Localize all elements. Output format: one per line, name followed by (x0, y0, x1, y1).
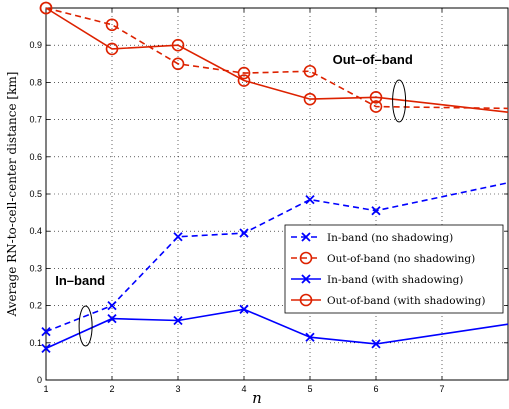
series-group (39, 1, 509, 354)
x-tick-label: 3 (175, 384, 180, 394)
x-tick-label: 1 (43, 384, 48, 394)
data-point (303, 64, 317, 78)
data-point (239, 304, 249, 314)
series-line (45, 7, 509, 110)
data-point (105, 42, 119, 56)
data-point (239, 228, 249, 238)
data-point (171, 38, 185, 52)
x-tick-label: 7 (439, 384, 444, 394)
x-tick-label: 2 (109, 384, 114, 394)
y-tick-label: 0.1 (29, 338, 42, 348)
x-axis-label: n (252, 389, 262, 407)
legend-entry: Out-of-band (with shadowing) (291, 293, 485, 307)
x-tick-label: 4 (241, 384, 246, 394)
y-tick-label: 0 (37, 375, 42, 385)
y-tick-label: 0.3 (29, 263, 42, 273)
y-axis-label: Average RN-to-cell-center distance [km] (5, 72, 19, 318)
y-tick-label: 0.6 (29, 152, 42, 162)
data-point (305, 332, 315, 342)
plot-frame (45, 7, 509, 381)
data-point (107, 300, 117, 311)
legend-label: In-band (no shadowing) (327, 232, 453, 244)
data-point (237, 66, 251, 80)
legend: In-band (no shadowing) Out-of-band (no sh… (284, 224, 504, 314)
legend-entry: In-band (no shadowing) (291, 232, 453, 244)
y-tick-label: 0.7 (29, 115, 42, 125)
legend-marker (301, 232, 311, 242)
data-point (39, 1, 53, 15)
y-tick-label: 0.9 (29, 40, 42, 50)
data-point (303, 92, 317, 106)
data-point (173, 232, 183, 242)
x-tick-label: 6 (373, 384, 378, 394)
data-point (237, 74, 251, 87)
series-4 (39, 1, 509, 113)
legend-marker (299, 293, 313, 307)
y-tick-label: 0.5 (29, 189, 42, 199)
in-band-ellipse (78, 305, 93, 347)
data-point (41, 327, 51, 337)
data-point (371, 206, 381, 216)
series-line (45, 7, 509, 113)
x-tick-label: 5 (307, 384, 312, 394)
legend-marker (301, 274, 311, 284)
data-point (173, 315, 183, 326)
series-1 (41, 182, 509, 337)
data-point (41, 343, 51, 354)
y-tick-label: 0.2 (29, 301, 42, 311)
data-point (171, 57, 185, 71)
data-point (371, 339, 381, 349)
legend-entry: In-band (with shadowing) (291, 274, 463, 286)
out-of-band-ellipse (392, 79, 407, 123)
legend-box (284, 224, 504, 314)
data-point (369, 90, 383, 104)
data-point (369, 100, 383, 113)
series-3 (41, 304, 509, 354)
y-tick-label: 0.8 (29, 77, 42, 87)
data-point (107, 313, 117, 324)
y-tick-label: 0.4 (29, 226, 42, 236)
annotations: In–band Out–of–band (55, 52, 413, 347)
legend-entry: Out-of-band (no shadowing) (291, 251, 475, 265)
legend-marker (299, 251, 313, 265)
out-of-band-label: Out–of–band (333, 52, 413, 67)
legend-label: Out-of-band (no shadowing) (327, 253, 475, 265)
legend-label: Out-of-band (with shadowing) (327, 295, 485, 307)
legend-label: In-band (with shadowing) (327, 274, 463, 286)
axes: 1 2 3 4 5 6 7 0 0.1 0.2 0.3 0.4 0.5 0.6 0.7 0.8 0.9 (29, 7, 509, 394)
in-band-label: In–band (55, 273, 105, 288)
data-point (305, 194, 315, 205)
data-point (105, 18, 119, 32)
